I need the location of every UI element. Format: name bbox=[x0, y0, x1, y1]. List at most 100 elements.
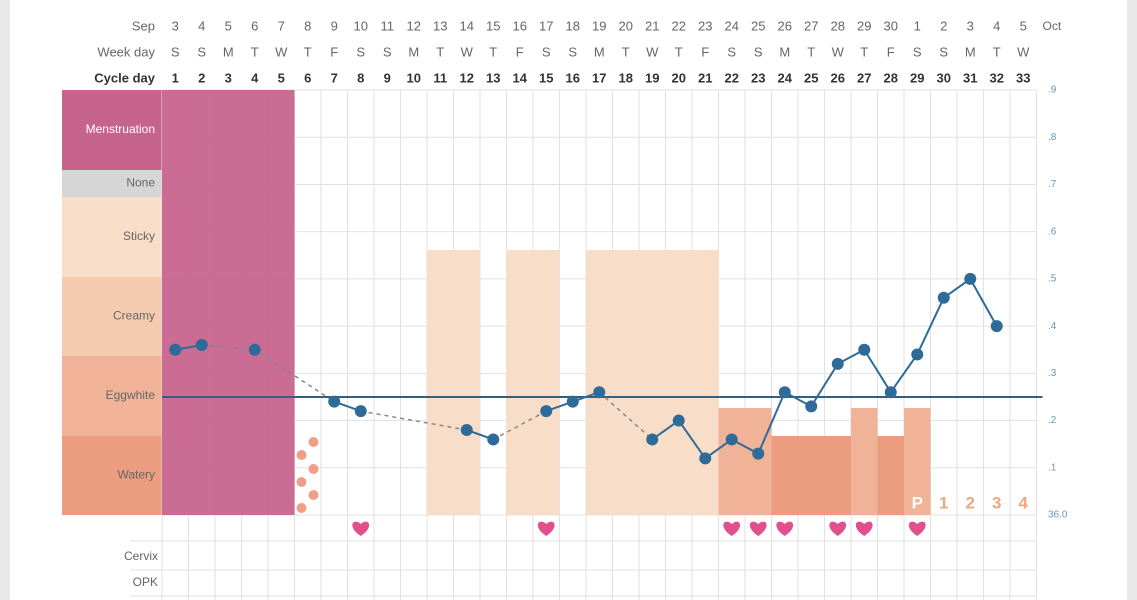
cycle-day-label: 22 bbox=[725, 70, 739, 85]
temp-point bbox=[990, 320, 1003, 333]
fluid-label: Eggwhite bbox=[106, 388, 156, 402]
cycle-day-label: 26 bbox=[831, 70, 845, 85]
heart bbox=[537, 521, 555, 536]
luteal-label: 3 bbox=[992, 493, 1001, 512]
temp-point bbox=[248, 343, 261, 356]
temp-point bbox=[725, 433, 738, 446]
date-label: 22 bbox=[672, 18, 686, 33]
cycle-day-label: 25 bbox=[804, 70, 818, 85]
header-label: Cycle day bbox=[94, 70, 155, 85]
weekday-label: S bbox=[542, 44, 551, 59]
fluid-bar bbox=[586, 250, 613, 515]
cycle-day-label: 9 bbox=[384, 70, 391, 85]
date-label: 5 bbox=[225, 18, 232, 33]
temp-point bbox=[169, 343, 182, 356]
date-label: 23 bbox=[698, 18, 712, 33]
weekday-label: F bbox=[330, 44, 338, 59]
fluid-bar bbox=[612, 250, 639, 515]
spotting-dot bbox=[296, 477, 307, 487]
temp-point bbox=[672, 414, 685, 427]
fluid-bar bbox=[506, 250, 533, 515]
heart bbox=[723, 521, 741, 536]
date-label: 3 bbox=[967, 18, 974, 33]
temp-segment bbox=[492, 410, 547, 441]
cycle-day-label: 27 bbox=[857, 70, 871, 85]
spotting-dot bbox=[308, 490, 319, 500]
fluid-row bbox=[62, 356, 162, 436]
date-label: 9 bbox=[331, 18, 338, 33]
header-label: Week day bbox=[97, 44, 155, 59]
temp-point bbox=[540, 405, 553, 418]
date-label: 8 bbox=[304, 18, 311, 33]
temp-segment bbox=[757, 391, 786, 455]
fluid-label: Menstruation bbox=[86, 122, 155, 136]
y-tick-label: .6 bbox=[1048, 226, 1057, 237]
fluid-row bbox=[62, 277, 162, 356]
fluid-bar bbox=[241, 90, 268, 515]
fluid-row bbox=[62, 170, 162, 197]
temp-point bbox=[778, 386, 791, 399]
temp-point bbox=[937, 291, 950, 304]
date-label: 13 bbox=[433, 18, 447, 33]
fluid-bar bbox=[718, 408, 745, 515]
temp-segment bbox=[360, 410, 467, 431]
weekday-label: F bbox=[701, 44, 709, 59]
date-label: 1 bbox=[914, 18, 921, 33]
fluid-bar bbox=[162, 90, 189, 515]
temp-point bbox=[884, 386, 897, 399]
cycle-day-label: 19 bbox=[645, 70, 659, 85]
fluid-bar bbox=[453, 250, 480, 515]
cycle-day-label: 1 bbox=[172, 70, 179, 85]
weekday-label: S bbox=[568, 44, 577, 59]
cycle-day-label: 18 bbox=[619, 70, 633, 85]
fluid-bar bbox=[665, 250, 692, 515]
date-label: 5 bbox=[1020, 18, 1027, 33]
temp-point bbox=[699, 452, 712, 465]
y-tick-label: .8 bbox=[1048, 132, 1057, 143]
weekday-label: F bbox=[516, 44, 524, 59]
spotting-dot bbox=[296, 450, 307, 460]
date-label: 4 bbox=[198, 18, 205, 33]
heart bbox=[908, 521, 926, 536]
date-label: 10 bbox=[354, 18, 368, 33]
weekday-label: T bbox=[993, 44, 1001, 59]
date-label: 18 bbox=[566, 18, 580, 33]
bottom-row-label: Cervix bbox=[124, 549, 158, 563]
date-label: 25 bbox=[751, 18, 765, 33]
header-label: Sep bbox=[132, 18, 155, 33]
date-label: 4 bbox=[993, 18, 1000, 33]
weekday-label: S bbox=[171, 44, 180, 59]
heart bbox=[749, 521, 767, 536]
date-label: 21 bbox=[645, 18, 659, 33]
cycle-day-label: 32 bbox=[990, 70, 1004, 85]
weekday-label: W bbox=[832, 44, 845, 59]
spotting-dot bbox=[296, 503, 307, 513]
y-tick-label: .4 bbox=[1048, 321, 1057, 332]
weekday-label: S bbox=[939, 44, 948, 59]
fluid-bar bbox=[188, 90, 215, 515]
luteal-label: 2 bbox=[966, 493, 975, 512]
temp-point bbox=[831, 357, 844, 370]
temp-point bbox=[460, 424, 473, 436]
weekday-label: S bbox=[383, 44, 392, 59]
temp-point bbox=[964, 272, 977, 285]
luteal-label: P bbox=[912, 493, 923, 512]
fluid-row bbox=[62, 90, 162, 170]
temp-point bbox=[328, 395, 341, 408]
weekday-label: M bbox=[223, 44, 234, 59]
weekday-label: T bbox=[436, 44, 444, 59]
fluid-bar bbox=[639, 250, 666, 515]
y-tick-label: .5 bbox=[1048, 274, 1057, 285]
date-label: 6 bbox=[251, 18, 258, 33]
weekday-label: M bbox=[594, 44, 605, 59]
weekday-label: M bbox=[408, 44, 419, 59]
fluid-bar bbox=[215, 90, 242, 515]
weekday-label: T bbox=[675, 44, 683, 59]
weekday-label: W bbox=[1017, 44, 1030, 59]
temp-point bbox=[195, 339, 208, 351]
temp-segment bbox=[810, 363, 839, 407]
fluid-row bbox=[62, 436, 162, 515]
date-label: 3 bbox=[172, 18, 179, 33]
cycle-day-label: 6 bbox=[304, 70, 311, 85]
